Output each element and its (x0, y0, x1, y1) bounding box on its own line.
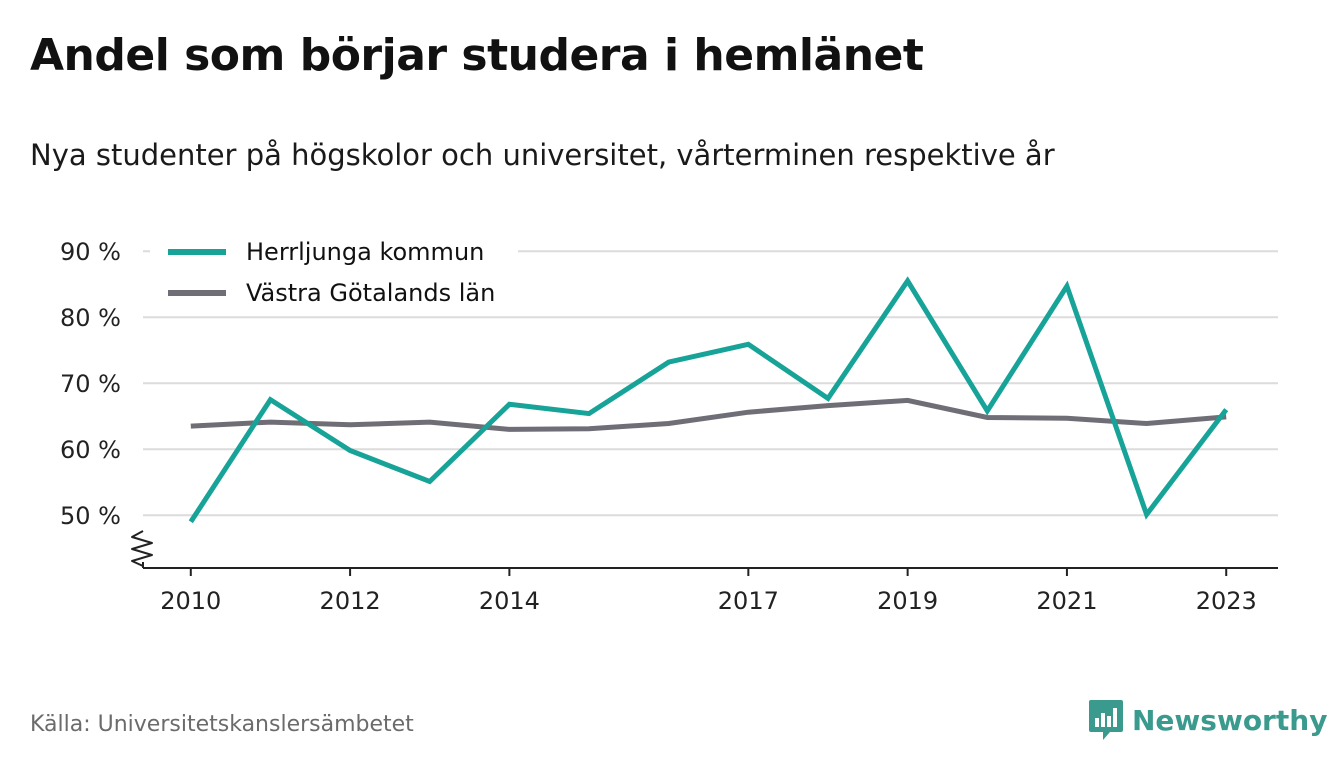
x-tick-label: 2021 (1036, 587, 1097, 615)
source-note: Källa: Universitetskanslersämbetet (30, 712, 414, 737)
newsworthy-logo-icon (1089, 700, 1123, 740)
x-tick-label: 2012 (320, 587, 381, 615)
x-tick-label: 2019 (877, 587, 938, 615)
brand-logo: Newsworthy (1088, 697, 1327, 743)
line-chart: 50 % 60 % 70 % 80 % 90 % 2010 2012 2014 2017 2019… (60, 234, 1278, 615)
legend: Herrljunga kommun Västra Götalands län (150, 234, 518, 314)
y-tick-label: 50 % (60, 502, 121, 530)
y-tick-label: 60 % (60, 436, 121, 464)
series-lines (188, 276, 1229, 524)
series-line-0 (188, 276, 1229, 524)
x-tick-label: 2014 (479, 587, 540, 615)
axes: 50 % 60 % 70 % 80 % 90 % 2010 2012 2014 2017 2019… (60, 238, 1278, 615)
x-tick-label: 2010 (160, 587, 221, 615)
chart-subtitle: Nya studenter på högskolor och universit… (30, 138, 1055, 172)
y-tick-label: 70 % (60, 370, 121, 398)
legend-label: Västra Götalands län (246, 279, 495, 307)
y-tick-label: 90 % (60, 238, 121, 266)
legend-label: Herrljunga kommun (246, 238, 484, 266)
series-line-1 (190, 397, 1227, 432)
legend-background (150, 234, 518, 314)
x-tick-label: 2023 (1196, 587, 1257, 615)
y-tick-label: 80 % (60, 304, 121, 332)
chart-title: Andel som börjar studera i hemlänet (30, 30, 924, 81)
axis-break-icon (131, 530, 153, 567)
x-tick-label: 2017 (718, 587, 779, 615)
brand-name: Newsworthy (1132, 703, 1328, 737)
